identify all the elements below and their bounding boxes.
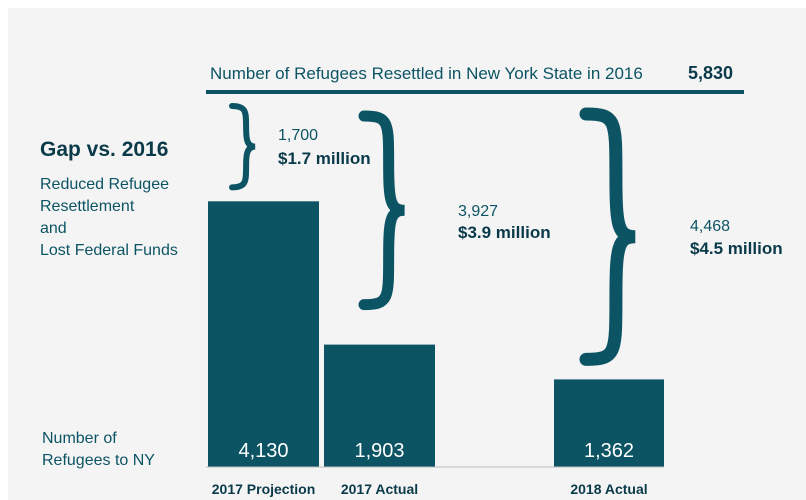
bar-value-label-1: 4,130	[238, 440, 288, 462]
category-label-2: 2017 Actual	[341, 481, 418, 497]
gap-money-3: $4.5 million	[690, 239, 783, 258]
reference-value: 5,830	[688, 63, 734, 83]
chart-subtitle: Reduced Refugee Resettlement and Lost Fe…	[40, 174, 178, 262]
bar-value-label-2: 1,903	[354, 440, 404, 462]
bar-value-label-3: 1,362	[584, 440, 634, 462]
subtitle-line: Reduced Refugee	[40, 176, 169, 193]
gap-brace-1	[229, 103, 256, 191]
gap-money-1: $1.7 million	[278, 149, 371, 168]
subtitle-line: Resettlement	[40, 198, 135, 215]
category-labels: 2017 Projection 2017 Actual 2018 Actual	[212, 481, 648, 497]
gap-money-2: $3.9 million	[458, 223, 551, 242]
bar-3	[554, 379, 664, 467]
subtitle-line: Lost Federal Funds	[40, 242, 178, 259]
gap-brace-2	[358, 110, 406, 311]
gap-brace-3	[579, 107, 636, 366]
bar-group	[208, 201, 664, 468]
bar-1	[208, 201, 319, 468]
subtitle-line: and	[40, 220, 67, 237]
gap-count-2: 3,927	[458, 203, 499, 220]
y-caption-line: Refugees to NY	[42, 452, 155, 469]
y-caption-line: Number of	[42, 430, 117, 447]
bar-value-labels: 4,130 1,903 1,362	[238, 440, 634, 462]
chart-title: Gap vs. 2016	[40, 138, 169, 161]
category-label-1: 2017 Projection	[212, 481, 316, 497]
reference-line	[206, 90, 744, 94]
category-label-3: 2018 Actual	[570, 481, 647, 497]
bar-2	[324, 344, 435, 467]
reference-label: Number of Refugees Resettled in New York…	[210, 64, 643, 83]
gap-count-1: 1,700	[278, 127, 319, 144]
gap-braces	[229, 103, 636, 366]
gap-count-3: 4,468	[690, 218, 731, 235]
y-axis-caption: Number of Refugees to NY	[42, 428, 155, 472]
